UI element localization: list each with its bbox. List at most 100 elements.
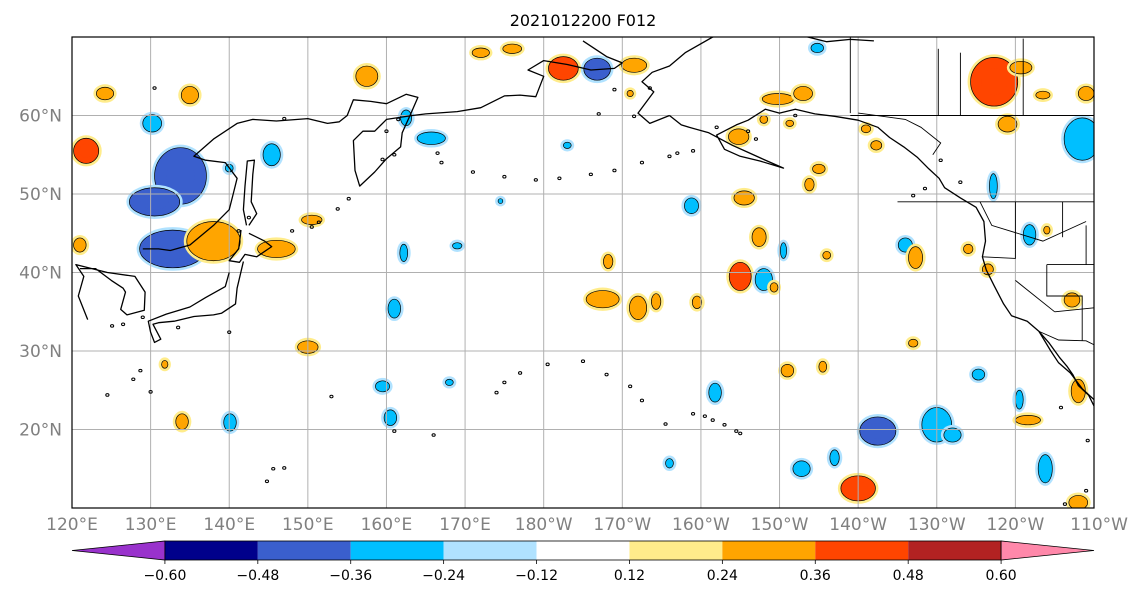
anomaly-blob xyxy=(756,112,771,127)
lon-tick-label: 160°E xyxy=(361,515,413,535)
anomaly-blob xyxy=(826,446,843,469)
anomaly-inner xyxy=(140,194,169,210)
anomaly-blob xyxy=(725,125,752,148)
island xyxy=(557,176,562,181)
island xyxy=(138,368,143,373)
coastline xyxy=(75,263,146,320)
anomaly-inner xyxy=(154,238,191,260)
island xyxy=(690,412,696,416)
lon-tick-label: 160°W xyxy=(672,515,730,535)
colorbar-segment xyxy=(257,541,351,560)
anomaly-blob xyxy=(995,113,1020,135)
anomaly-core xyxy=(1015,389,1024,410)
anomaly-blob xyxy=(1068,376,1089,406)
anomaly-core xyxy=(1063,292,1081,308)
lon-tick-label: 140°E xyxy=(203,515,255,535)
island xyxy=(470,170,476,174)
island xyxy=(148,390,153,394)
anomaly-field xyxy=(72,40,1094,508)
anomaly-blob xyxy=(867,137,885,154)
anomaly-core xyxy=(452,242,463,250)
island xyxy=(392,152,397,157)
anomaly-blob xyxy=(960,241,976,257)
island xyxy=(121,322,126,327)
colorbar-outline xyxy=(164,540,1002,561)
island xyxy=(448,511,451,514)
island xyxy=(667,154,672,159)
anomaly-blob xyxy=(414,128,449,148)
anomaly-core xyxy=(997,115,1018,133)
islands xyxy=(105,86,1090,514)
colorbar-tick-label: −0.36 xyxy=(329,568,372,584)
lon-tick-label: 130°W xyxy=(908,515,966,535)
anomaly-blob xyxy=(705,380,725,406)
island xyxy=(282,116,287,121)
island xyxy=(384,129,389,133)
anomaly-core xyxy=(387,298,401,319)
island xyxy=(152,86,157,90)
anomaly-blob xyxy=(495,195,506,207)
anomaly-blob xyxy=(183,218,244,264)
island xyxy=(745,129,751,133)
border-line xyxy=(1015,280,1055,313)
island xyxy=(392,429,397,433)
anomaly-core xyxy=(142,114,162,133)
anomaly-core xyxy=(769,282,779,293)
anomaly-blob xyxy=(1040,223,1053,238)
anomaly-core xyxy=(223,413,237,432)
anomaly-core xyxy=(497,198,504,204)
anomaly-core xyxy=(175,413,189,430)
colorbar-tick-label: −0.24 xyxy=(422,568,465,584)
colorbar-tick-label: 0.60 xyxy=(986,568,1017,584)
anomaly-core xyxy=(1035,90,1051,100)
anomaly-blob xyxy=(254,237,299,261)
anomaly-core xyxy=(562,141,572,149)
anomaly-core xyxy=(860,124,872,134)
island xyxy=(639,398,645,403)
border-line xyxy=(1038,330,1094,346)
colorbar-segment xyxy=(908,541,1002,560)
anomaly-blob xyxy=(372,377,393,395)
anomaly-core xyxy=(1068,495,1089,508)
anomaly-blob xyxy=(624,87,637,100)
anomaly-core xyxy=(785,119,795,127)
island xyxy=(246,215,251,220)
longitude-labels: 120°E 130°E 140°E 150°E 160°E 170°E 180°W 170°W… xyxy=(46,515,1128,535)
anomaly-core xyxy=(651,293,662,310)
anomaly-core xyxy=(822,250,831,260)
anomaly-core xyxy=(943,427,962,443)
colorbar-tick-label: 0.36 xyxy=(800,568,831,584)
island xyxy=(290,229,295,233)
island xyxy=(176,325,181,330)
anomaly-blob xyxy=(72,234,90,256)
anomaly-core xyxy=(733,190,755,206)
anomaly-inner xyxy=(79,143,94,158)
latitude-labels: 20°N 30°N 40°N 50°N 60°N xyxy=(19,107,62,441)
colorbar-tick-label: −0.48 xyxy=(236,568,279,584)
anomaly-blob xyxy=(352,63,381,90)
anomaly-blob xyxy=(969,366,988,384)
coastline xyxy=(147,261,245,344)
border-line xyxy=(858,112,942,156)
coastline xyxy=(142,40,623,252)
colorbar-extend-high xyxy=(1000,540,1095,561)
island xyxy=(335,207,340,211)
anomaly-core xyxy=(761,93,795,105)
anomaly-blob xyxy=(759,90,797,108)
border-line xyxy=(1046,264,1083,341)
lat-tick-label: 60°N xyxy=(19,107,62,127)
lon-tick-label: 130°E xyxy=(125,515,177,535)
island xyxy=(236,229,241,233)
lon-tick-label: 110°W xyxy=(1070,515,1128,535)
anomaly-core xyxy=(691,295,703,309)
anomaly-core xyxy=(73,237,87,253)
island xyxy=(346,196,351,201)
anomaly-core xyxy=(1015,415,1041,426)
anomaly-core xyxy=(804,177,815,192)
island xyxy=(714,125,719,130)
anomaly-core xyxy=(399,243,409,262)
island xyxy=(710,418,715,422)
anomaly-blob xyxy=(93,84,117,103)
anomaly-core xyxy=(629,295,648,320)
anomaly-blob xyxy=(1075,83,1094,104)
